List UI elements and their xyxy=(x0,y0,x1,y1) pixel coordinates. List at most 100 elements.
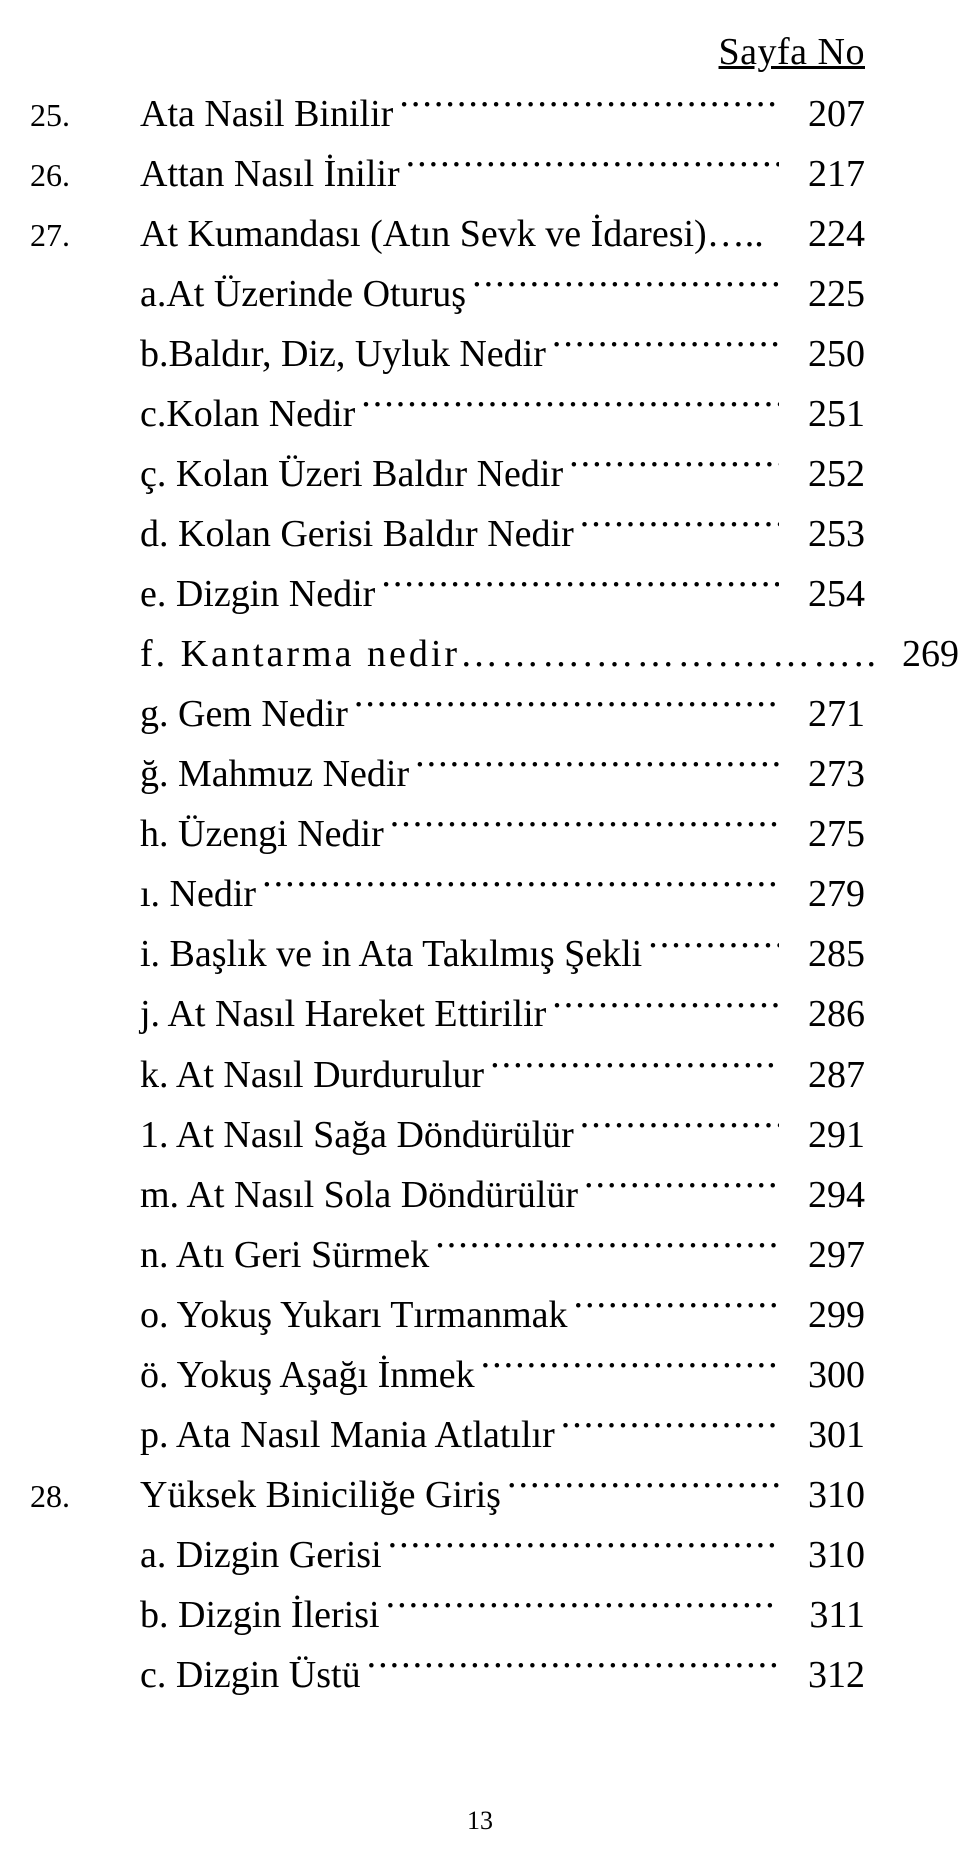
toc-row: f. Kantarma nedir……….……….………..269 xyxy=(30,624,865,684)
dot-leader xyxy=(262,868,779,906)
toc-row: b. Dizgin İlerisi 311 xyxy=(30,1585,865,1645)
toc-row-page: 300 xyxy=(785,1345,865,1405)
toc-row-label: h. Üzengi Nedir xyxy=(140,804,384,864)
toc-row-page: 250 xyxy=(785,324,865,384)
toc-row-page: 254 xyxy=(785,564,865,624)
toc-row-page: 279 xyxy=(785,864,865,924)
toc-row-label: ğ. Mahmuz Nedir xyxy=(140,744,409,804)
toc-row-page: 301 xyxy=(785,1405,865,1465)
toc-row: j. At Nasıl Hareket Ettirilir286 xyxy=(30,984,865,1044)
dot-leader xyxy=(580,508,779,546)
dot-leader xyxy=(388,1529,779,1567)
dot-leader xyxy=(569,448,779,486)
toc-row: p. Ata Nasıl Mania Atlatılır301 xyxy=(30,1405,865,1465)
toc-row-label: e. Dizgin Nedir xyxy=(140,564,375,624)
toc-row-page: 286 xyxy=(785,984,865,1044)
toc-row-label: c.Kolan Nedir xyxy=(140,384,355,444)
toc-row-label: f. Kantarma nedir……….……….……….. xyxy=(140,624,879,684)
dot-leader xyxy=(390,808,779,846)
toc-row-label: k. At Nasıl Durdurulur xyxy=(140,1045,484,1105)
toc-row: 26.Attan Nasıl İnilir 217 xyxy=(30,144,865,204)
toc-row: d. Kolan Gerisi Baldır Nedir 253 xyxy=(30,504,865,564)
toc-row-number: 28. xyxy=(30,1471,140,1522)
toc-row-label: c. Dizgin Üstü xyxy=(140,1645,361,1705)
dot-leader xyxy=(552,328,779,366)
toc-row-label: a. Dizgin Gerisi xyxy=(140,1525,382,1585)
toc-row: i. Başlık ve in Ata Takılmış Şekli 285 xyxy=(30,924,865,984)
dot-leader xyxy=(386,1589,779,1627)
toc-row-page: 285 xyxy=(785,924,865,984)
toc-row-page: 287 xyxy=(785,1045,865,1105)
toc-row: g. Gem Nedir 271 xyxy=(30,684,865,744)
toc-row-number: 25. xyxy=(30,90,140,141)
toc-row: b.Baldır, Diz, Uyluk Nedir 250 xyxy=(30,324,865,384)
toc-row-page: 310 xyxy=(785,1525,865,1585)
toc-row: 1. At Nasıl Sağa Döndürülür 291 xyxy=(30,1105,865,1165)
page-number-footer: 13 xyxy=(0,1806,960,1836)
toc-row: h. Üzengi Nedir 275 xyxy=(30,804,865,864)
toc-row-label: Yüksek Biniciliğe Giriş xyxy=(140,1465,501,1525)
toc-row-label: b. Dizgin İlerisi xyxy=(140,1585,380,1645)
toc-row: a.At Üzerinde Oturuş 225 xyxy=(30,264,865,324)
toc-row-number: 27. xyxy=(30,210,140,261)
toc-row-label: ç. Kolan Üzeri Baldır Nedir xyxy=(140,444,563,504)
toc-row-label: o. Yokuş Yukarı Tırmanmak xyxy=(140,1285,568,1345)
toc-row-page: 294 xyxy=(785,1165,865,1225)
dot-leader xyxy=(354,688,779,726)
toc-row-label: n. Atı Geri Sürmek xyxy=(140,1225,429,1285)
table-of-contents: 25.Ata Nasil Binilir20726.Attan Nasıl İn… xyxy=(30,84,865,1705)
toc-row-page: 224 xyxy=(785,204,865,264)
toc-row: 28.Yüksek Biniciliğe Giriş 310 xyxy=(30,1465,865,1525)
toc-row-label: g. Gem Nedir xyxy=(140,684,348,744)
dot-leader xyxy=(367,1649,779,1687)
toc-row-page: 310 xyxy=(785,1465,865,1525)
toc-row-page: 299 xyxy=(785,1285,865,1345)
toc-row: e. Dizgin Nedir 254 xyxy=(30,564,865,624)
dot-leader xyxy=(481,1349,779,1387)
toc-row-label: b.Baldır, Diz, Uyluk Nedir xyxy=(140,324,546,384)
toc-row-page: 251 xyxy=(785,384,865,444)
toc-row-label: a.At Üzerinde Oturuş xyxy=(140,264,466,324)
dot-leader xyxy=(406,148,779,186)
toc-row-number: 26. xyxy=(30,150,140,201)
toc-row-label: d. Kolan Gerisi Baldır Nedir xyxy=(140,504,574,564)
toc-row-page: 311 xyxy=(785,1585,865,1645)
toc-row-page: 291 xyxy=(785,1105,865,1165)
dot-leader xyxy=(490,1049,779,1087)
dot-leader xyxy=(552,988,779,1026)
toc-row-page: 269 xyxy=(879,624,959,684)
page-header: Sayfa No xyxy=(30,30,865,74)
toc-row: c. Dizgin Üstü 312 xyxy=(30,1645,865,1705)
toc-row: k. At Nasıl Durdurulur 287 xyxy=(30,1045,865,1105)
toc-row: n. Atı Geri Sürmek 297 xyxy=(30,1225,865,1285)
toc-row-label: i. Başlık ve in Ata Takılmış Şekli xyxy=(140,924,642,984)
dot-leader xyxy=(584,1169,779,1207)
toc-row-page: 253 xyxy=(785,504,865,564)
toc-row-label: Attan Nasıl İnilir xyxy=(140,144,400,204)
dot-leader xyxy=(561,1409,779,1447)
toc-row-page: 271 xyxy=(785,684,865,744)
toc-row-page: 297 xyxy=(785,1225,865,1285)
toc-row: ı. Nedir279 xyxy=(30,864,865,924)
toc-row-page: 312 xyxy=(785,1645,865,1705)
dot-leader xyxy=(381,568,779,606)
toc-row-page: 207 xyxy=(785,84,865,144)
dot-leader xyxy=(507,1469,779,1507)
dot-leader xyxy=(415,748,779,786)
toc-row: o. Yokuş Yukarı Tırmanmak 299 xyxy=(30,1285,865,1345)
toc-row-page: 217 xyxy=(785,144,865,204)
toc-row-page: 273 xyxy=(785,744,865,804)
dot-leader xyxy=(361,388,779,426)
toc-row-label: m. At Nasıl Sola Döndürülür xyxy=(140,1165,578,1225)
toc-row: ö. Yokuş Aşağı İnmek300 xyxy=(30,1345,865,1405)
toc-row-page: 225 xyxy=(785,264,865,324)
dot-leader xyxy=(472,268,779,306)
toc-row-label: Ata Nasil Binilir xyxy=(140,84,393,144)
toc-row: 25.Ata Nasil Binilir 207 xyxy=(30,84,865,144)
toc-row-label: At Kumandası (Atın Sevk ve İdaresi)….. xyxy=(140,204,764,264)
dot-leader xyxy=(399,88,779,126)
toc-row-label: 1. At Nasıl Sağa Döndürülür xyxy=(140,1105,574,1165)
toc-row: c.Kolan Nedir 251 xyxy=(30,384,865,444)
toc-row-page: 275 xyxy=(785,804,865,864)
toc-row: a. Dizgin Gerisi 310 xyxy=(30,1525,865,1585)
